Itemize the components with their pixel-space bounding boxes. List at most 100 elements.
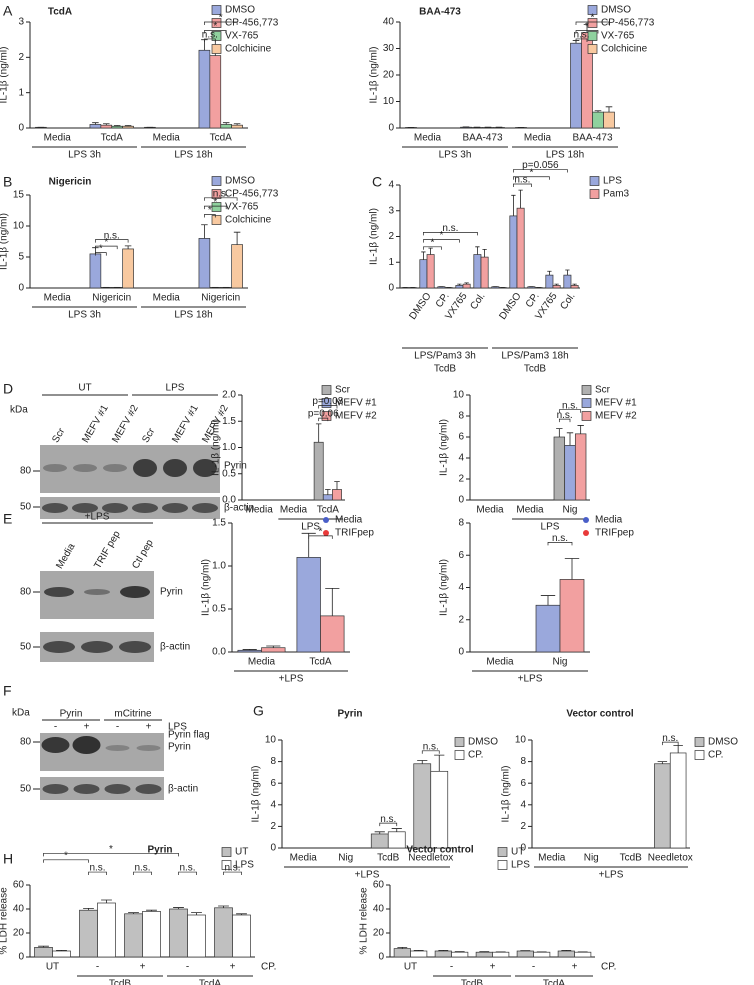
pyrin-blot (40, 445, 220, 493)
significance-label: * (439, 230, 443, 241)
band (42, 784, 69, 794)
legend-label: Colchicine (225, 44, 272, 55)
error-bar (518, 189, 523, 209)
legend-symbol (454, 737, 465, 747)
legend-label: CP. (468, 750, 483, 761)
error-bar (464, 282, 469, 285)
bar (559, 579, 585, 653)
y-tick-label: 40 (373, 904, 385, 915)
significance-bracket (133, 871, 152, 876)
error-bar (428, 247, 433, 255)
treatment-label: + (146, 722, 152, 733)
significance-bracket (423, 246, 442, 250)
error-bar (146, 909, 157, 912)
error-bar (417, 760, 428, 764)
significance-label: n.s. (213, 188, 229, 199)
significance-label: * (208, 205, 212, 216)
chart-title: Pyrin (147, 845, 172, 856)
x-tick-label: Needletox (648, 853, 693, 864)
group-label: TcdA (543, 979, 566, 985)
significance-label: * (64, 850, 68, 861)
legend-symbol (211, 18, 222, 28)
band (73, 784, 100, 794)
bar (370, 833, 389, 849)
band-label: β-actin (168, 784, 198, 795)
bar (574, 951, 592, 958)
band-label: Pyrin (168, 742, 191, 753)
y-tick-label: 10 (453, 390, 465, 401)
band (44, 587, 74, 597)
legend-symbol (211, 176, 222, 186)
group-label: LPS 3h (68, 150, 101, 161)
bar (97, 902, 116, 958)
y-tick-label: 8 (458, 411, 464, 422)
significance-bracket (513, 183, 532, 187)
bar (393, 948, 411, 958)
x-tick-label: + (572, 962, 578, 973)
error-bar (434, 754, 445, 772)
y-axis-label: IL-1β (ng/ml) (369, 208, 380, 265)
legend-label: Media (335, 515, 363, 526)
band (192, 503, 218, 513)
band (193, 459, 217, 477)
x-tick-label: Media (248, 657, 276, 668)
legend-symbol (587, 44, 598, 54)
bar (455, 285, 464, 289)
band (162, 503, 188, 513)
error-bar (482, 248, 487, 258)
significance-bracket (558, 409, 582, 413)
y-tick-label: 2 (270, 821, 276, 832)
y-tick-label: 2 (458, 474, 464, 485)
legend-symbol (454, 750, 465, 760)
legend-label: Scr (335, 385, 351, 396)
bar (462, 283, 471, 289)
bar (426, 254, 435, 289)
error-bar (673, 745, 683, 753)
bar (413, 763, 432, 849)
x-tick-label: Nigericin (201, 293, 240, 304)
chart-title: Vector control (566, 709, 633, 720)
bar (563, 274, 572, 289)
significance-bracket (43, 859, 89, 863)
significance-bracket (204, 197, 238, 201)
bar (533, 951, 551, 958)
y-tick-label: 0.5 (212, 604, 226, 615)
bar (475, 951, 493, 958)
x-tick-label: Media (414, 133, 442, 144)
x-tick-label: Media (476, 505, 504, 516)
y-tick-label: 0 (18, 952, 24, 963)
error-bar (566, 432, 574, 446)
legend-label: MEFV #1 (335, 398, 377, 409)
error-bar (325, 489, 331, 495)
significance-bracket (308, 535, 333, 539)
group-label: LPS 3h (68, 310, 101, 321)
y-tick-label: 10 (265, 735, 277, 746)
x-tick-label: Col. (468, 291, 487, 312)
blot-header: UT (78, 383, 91, 394)
band (163, 459, 187, 477)
chart-title: Pyrin (337, 709, 362, 720)
significance-label: p=0.06 (308, 409, 339, 420)
error-bar (92, 122, 99, 125)
y-tick-label: 0 (18, 283, 24, 294)
legend-label: MEFV #1 (595, 398, 637, 409)
bar (592, 111, 604, 129)
x-tick-label: Media (246, 505, 274, 516)
group-sublabel: TcdB (434, 364, 457, 375)
significance-bracket (318, 417, 329, 422)
blot-header: +LPS (85, 512, 110, 523)
group-label: LPS 18h (546, 150, 584, 161)
blot-header: LPS (166, 383, 185, 394)
error-bar (236, 913, 247, 915)
bar (654, 763, 671, 849)
x-tick-label: Media (538, 853, 566, 864)
kda-label: kDa (12, 708, 30, 719)
bar (387, 831, 406, 849)
lane-label: MEFV #2 (110, 403, 141, 445)
y-tick-label: 1 (18, 87, 24, 98)
significance-label: * (319, 527, 323, 538)
bar (313, 441, 324, 501)
legend-label: MEFV #2 (595, 411, 637, 422)
legend-symbol (581, 411, 592, 421)
significance-bracket (318, 405, 338, 409)
